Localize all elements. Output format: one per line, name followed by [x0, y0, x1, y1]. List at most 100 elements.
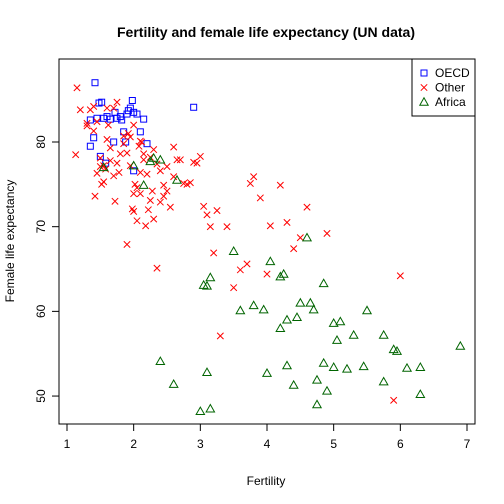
point-africa-51 — [201, 280, 213, 290]
chart-title: Fertility and female life expectancy (UN… — [117, 24, 415, 40]
x-tick-label-5: 5 — [330, 437, 337, 451]
point-africa-6 — [155, 356, 166, 366]
point-other-66 — [266, 222, 274, 230]
point-oecd-27 — [96, 152, 104, 160]
legend-label-other: Other — [435, 81, 465, 95]
point-other-53 — [203, 211, 211, 219]
point-africa-14 — [228, 246, 239, 255]
point-africa-30 — [311, 399, 323, 409]
point-other-26 — [131, 180, 139, 188]
point-other-71 — [303, 203, 311, 211]
point-other-3 — [83, 119, 91, 127]
series-other — [72, 84, 404, 404]
point-oecd-14 — [118, 116, 126, 124]
point-other-65 — [263, 270, 271, 278]
point-other-6 — [91, 192, 99, 200]
point-africa-5 — [155, 154, 166, 164]
x-tick-label-2: 2 — [130, 437, 137, 451]
point-other-12 — [103, 135, 111, 144]
point-other-76 — [93, 118, 101, 126]
point-other-48 — [186, 179, 194, 187]
point-other-77 — [103, 104, 111, 112]
point-other-1 — [73, 84, 81, 92]
point-africa-52 — [318, 278, 329, 288]
point-other-62 — [246, 179, 254, 188]
point-other-22 — [124, 129, 132, 138]
point-africa-35 — [331, 334, 343, 344]
point-other-98 — [136, 168, 144, 177]
point-other-34 — [144, 206, 152, 214]
point-other-28 — [135, 142, 143, 150]
legend-marker-other — [420, 83, 428, 92]
point-africa-23 — [288, 379, 299, 389]
point-africa-11 — [201, 367, 213, 377]
point-africa-29 — [311, 374, 323, 384]
point-other-40 — [160, 192, 168, 200]
point-africa-0 — [98, 162, 109, 172]
point-africa-25 — [295, 297, 306, 307]
point-oecd-9 — [106, 115, 114, 123]
point-other-80 — [136, 137, 144, 145]
point-other-32 — [142, 222, 150, 230]
point-other-47 — [183, 180, 191, 188]
y-tick-label-50: 50 — [34, 389, 48, 403]
point-africa-32 — [321, 385, 333, 395]
point-africa-47 — [415, 389, 426, 399]
point-other-59 — [230, 284, 238, 292]
point-other-14 — [106, 144, 114, 152]
point-other-79 — [130, 121, 138, 129]
point-other-70 — [296, 234, 304, 242]
point-africa-1 — [128, 160, 139, 170]
point-other-88 — [133, 184, 141, 192]
point-oecd-23 — [136, 128, 144, 136]
point-other-87 — [110, 104, 118, 112]
point-africa-20 — [275, 271, 286, 281]
legend-label-oecd: OECD — [435, 66, 470, 80]
point-other-43 — [170, 173, 178, 181]
point-africa-43 — [388, 344, 399, 354]
point-oecd-24 — [140, 115, 148, 123]
point-other-7 — [93, 169, 101, 177]
point-other-72 — [323, 229, 331, 238]
x-tick-label-3: 3 — [197, 437, 204, 451]
point-oecd-1 — [86, 142, 94, 150]
y-axis-label: Female life expectancy — [3, 180, 17, 303]
legend-label-africa: Africa — [435, 95, 466, 109]
point-other-27 — [133, 217, 141, 225]
point-other-73 — [390, 396, 398, 404]
point-oecd-29 — [190, 103, 198, 111]
point-africa-7 — [168, 378, 179, 388]
point-africa-19 — [275, 323, 286, 333]
point-other-44 — [173, 156, 181, 164]
point-africa-42 — [378, 329, 389, 339]
point-africa-22 — [281, 360, 293, 370]
y-axis: 50 60 70 80 — [34, 135, 60, 403]
point-oecd-5 — [98, 98, 106, 106]
point-other-61 — [243, 260, 251, 268]
point-oecd-21 — [130, 167, 138, 175]
point-africa-49 — [281, 314, 293, 324]
point-other-96 — [123, 149, 131, 157]
point-other-68 — [283, 218, 291, 226]
point-other-42 — [166, 203, 174, 211]
point-other-2 — [76, 106, 84, 114]
point-other-84 — [126, 133, 134, 141]
point-africa-24 — [291, 312, 303, 321]
point-other-94 — [160, 181, 168, 189]
point-africa-34 — [328, 318, 339, 327]
point-africa-33 — [328, 362, 339, 371]
point-other-20 — [120, 140, 128, 148]
point-other-91 — [90, 127, 98, 135]
point-africa-38 — [348, 329, 359, 339]
point-africa-2 — [138, 179, 149, 189]
point-other-99 — [113, 98, 121, 106]
legend-box — [411, 58, 476, 117]
y-tick-label-70: 70 — [34, 220, 48, 234]
point-other-21 — [123, 240, 131, 249]
point-other-54 — [206, 223, 214, 231]
point-other-78 — [120, 132, 128, 140]
point-africa-17 — [258, 304, 269, 314]
point-other-17 — [113, 159, 121, 167]
point-africa-36 — [335, 316, 346, 326]
